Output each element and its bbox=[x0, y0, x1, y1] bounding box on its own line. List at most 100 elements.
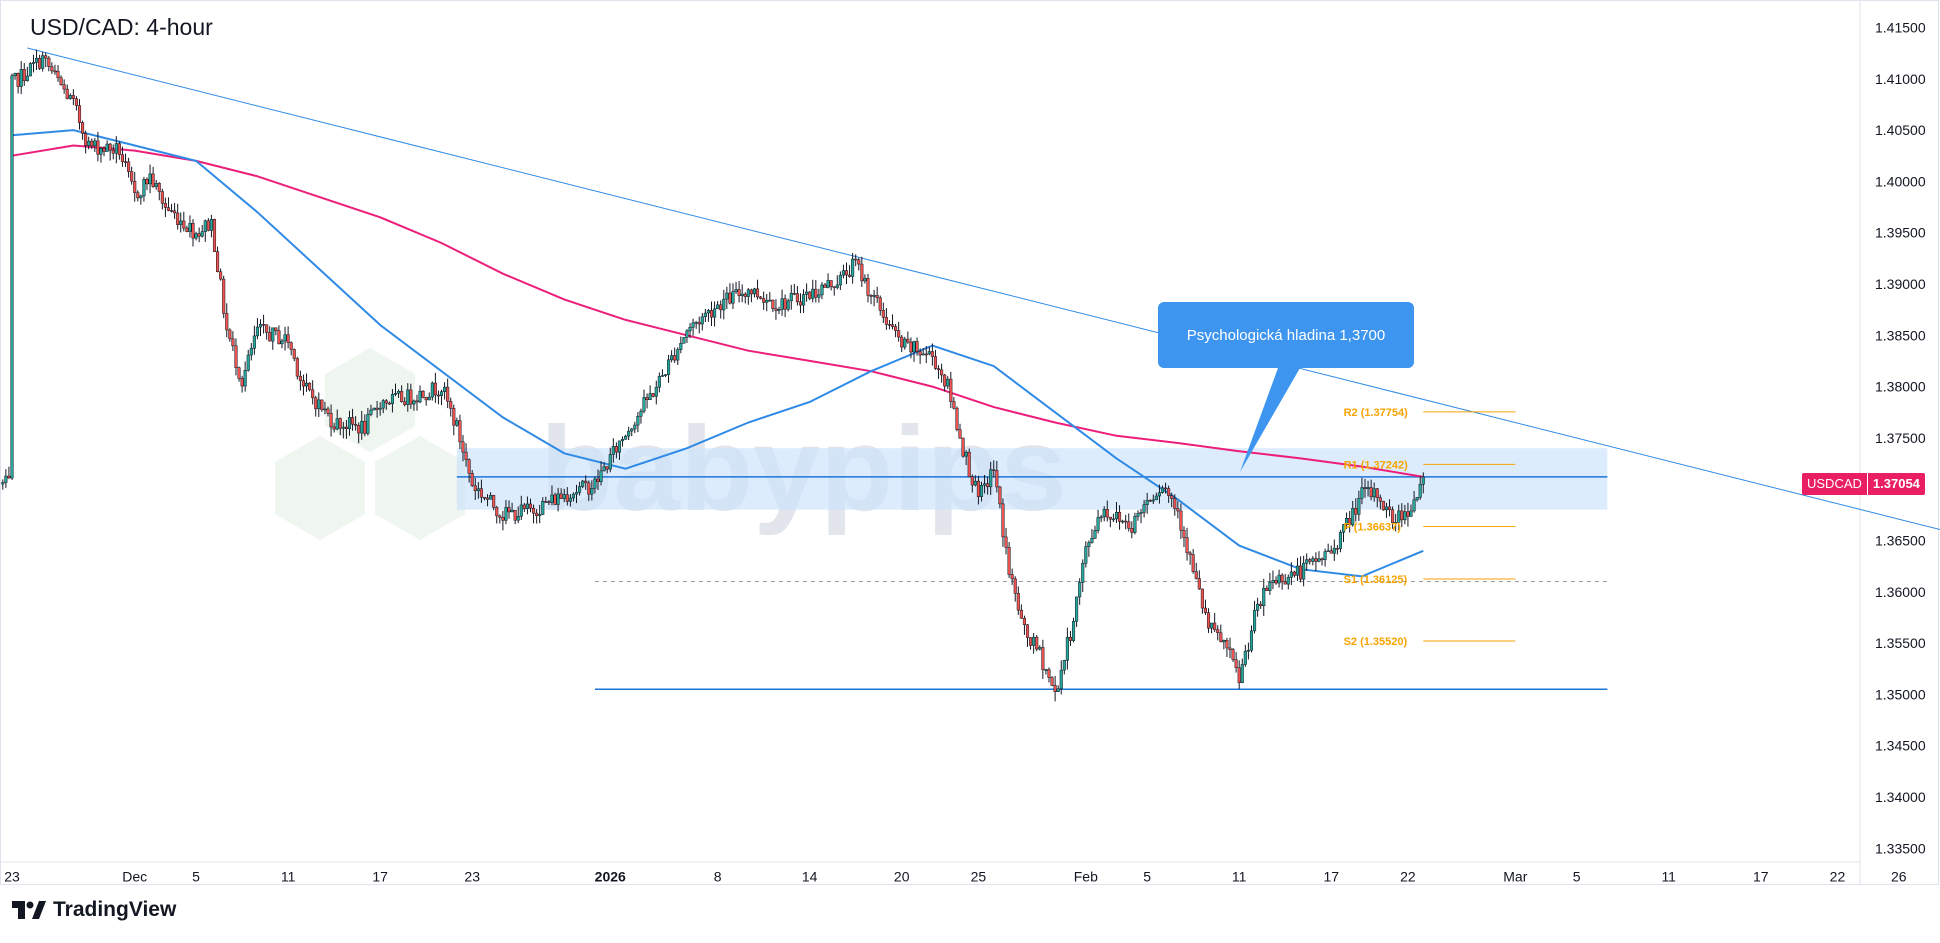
candle-body bbox=[1354, 508, 1358, 515]
candle-body bbox=[378, 407, 382, 410]
candle-body bbox=[878, 297, 882, 311]
candle-body bbox=[820, 284, 824, 296]
candle-body bbox=[4, 475, 8, 483]
candle-body bbox=[688, 326, 692, 332]
candle-body bbox=[393, 393, 398, 395]
candle-body bbox=[295, 358, 299, 377]
tradingview-brand[interactable]: TradingView bbox=[12, 898, 176, 922]
candle-body bbox=[406, 389, 410, 405]
candle-body bbox=[1029, 637, 1033, 646]
candle-body bbox=[706, 310, 710, 314]
candle-body bbox=[1421, 476, 1425, 485]
candle-body bbox=[663, 374, 668, 376]
candle-body bbox=[427, 396, 431, 401]
candle-body bbox=[780, 298, 784, 310]
candle-body bbox=[743, 293, 747, 297]
candle-body bbox=[1160, 487, 1165, 493]
candle-body bbox=[381, 400, 385, 409]
candle-body bbox=[774, 308, 778, 311]
candle-body bbox=[19, 69, 23, 87]
candle-body bbox=[492, 494, 496, 508]
candle-body bbox=[1378, 497, 1382, 502]
candle-body bbox=[1271, 580, 1275, 583]
annotation-callout[interactable]: Psychologická hladina 1,3700 bbox=[1158, 302, 1414, 368]
candle-body bbox=[590, 488, 594, 495]
candle-body bbox=[458, 420, 462, 443]
candle-body bbox=[685, 330, 689, 338]
candle-body bbox=[1035, 636, 1039, 650]
pivot-label: R2 (1.37754) bbox=[1344, 407, 1409, 419]
candle-body bbox=[912, 341, 916, 353]
candle-body bbox=[136, 192, 140, 199]
candle-body bbox=[783, 298, 787, 310]
candle-body bbox=[737, 289, 741, 296]
candle-body bbox=[795, 293, 799, 303]
candle-body bbox=[731, 291, 735, 304]
candle-body bbox=[1391, 509, 1395, 523]
candle-body bbox=[1133, 516, 1137, 533]
time-tick-label: 2026 bbox=[595, 868, 626, 884]
candle-body bbox=[755, 288, 760, 298]
candle-body bbox=[111, 150, 115, 154]
candle-body bbox=[185, 227, 189, 232]
price-tick-label: 1.39500 bbox=[1875, 225, 1926, 241]
candle-body bbox=[56, 70, 60, 79]
candle-body bbox=[123, 161, 128, 163]
candle-body bbox=[940, 369, 944, 376]
candle-body bbox=[1013, 578, 1017, 594]
price-tick-label: 1.36000 bbox=[1875, 584, 1926, 600]
candle-body bbox=[792, 292, 796, 295]
candle-body bbox=[1335, 548, 1339, 550]
candle-body bbox=[489, 494, 493, 500]
time-tick-label: 17 bbox=[1323, 868, 1339, 884]
candle-body bbox=[924, 353, 928, 356]
candle-body bbox=[243, 370, 247, 387]
sma-slow-line bbox=[11, 144, 1424, 478]
candle-body bbox=[363, 420, 367, 434]
candle-body bbox=[716, 304, 720, 310]
watermark-hexagon bbox=[275, 436, 365, 540]
candle-body bbox=[13, 73, 17, 77]
candle-body bbox=[890, 324, 895, 327]
candle-body bbox=[1302, 562, 1306, 580]
candle-body bbox=[191, 223, 195, 239]
candle-body bbox=[860, 263, 864, 282]
brand-name: TradingView bbox=[53, 898, 177, 921]
candle-body bbox=[568, 497, 572, 502]
candle-body bbox=[633, 424, 637, 430]
candle-body bbox=[249, 348, 253, 356]
candle-body bbox=[1231, 649, 1235, 660]
candle-body bbox=[50, 66, 54, 72]
candle-body bbox=[670, 355, 674, 361]
candle-body bbox=[1084, 546, 1088, 564]
candle-body bbox=[1409, 510, 1413, 517]
candle-body bbox=[504, 507, 508, 521]
candle-body bbox=[28, 63, 32, 77]
candle-body bbox=[203, 220, 207, 232]
price-tag-value: 1.37054 bbox=[1867, 472, 1925, 495]
time-axis[interactable]: 23 Dec 5 11 17 23 2026 8 14 20 25 Feb 5 11 17 22 Mar 5 11 1… bbox=[4, 868, 1940, 884]
candle-body bbox=[973, 480, 977, 486]
time-tick-label: 17 bbox=[1753, 868, 1769, 884]
candle-body bbox=[1041, 647, 1045, 670]
candle-body bbox=[127, 161, 131, 172]
candle-body bbox=[390, 394, 394, 405]
candle-body bbox=[344, 426, 348, 429]
candle-body bbox=[225, 313, 229, 331]
candle-body bbox=[909, 341, 913, 353]
candle-body bbox=[105, 143, 109, 152]
candle-body bbox=[1228, 647, 1232, 650]
candle-body bbox=[1381, 500, 1385, 511]
candle-body bbox=[1308, 559, 1312, 562]
candle-body bbox=[151, 173, 155, 187]
candle-body bbox=[1338, 532, 1342, 549]
candle-body bbox=[1111, 518, 1115, 521]
candle-body bbox=[166, 207, 171, 211]
candle-body bbox=[722, 298, 726, 311]
price-axis[interactable]: 1.41500 1.41000 1.40500 1.40000 1.39500 1.390… bbox=[1875, 20, 1926, 857]
candle-body bbox=[415, 400, 419, 403]
candle-body bbox=[651, 393, 655, 397]
candle-body bbox=[1099, 516, 1103, 519]
candle-body bbox=[574, 492, 579, 495]
